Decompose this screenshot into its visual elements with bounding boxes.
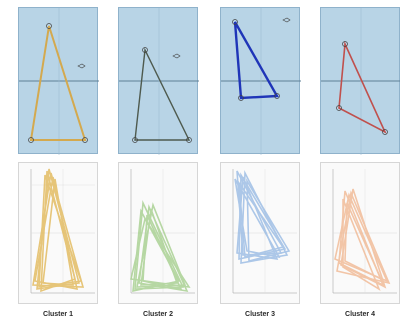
cluster-3-samples-panel	[220, 162, 300, 304]
cluster-3-prototype-svg	[221, 8, 301, 155]
cluster-3-samples-svg	[232, 169, 297, 294]
cluster-1-samples-panel	[18, 162, 98, 304]
cluster-3-prototype-panel	[220, 7, 301, 155]
cluster-1-prototype-panel	[18, 7, 99, 155]
cluster-2-label: Cluster 2	[143, 311, 173, 318]
cluster-4-samples-svg	[332, 169, 397, 294]
cluster-1-samples-svg	[30, 168, 95, 294]
cluster-4-triangle	[338, 40, 387, 134]
cluster-2-samples-panel	[118, 162, 198, 304]
cluster-3-label: Cluster 3	[245, 311, 275, 318]
cluster-3-triangle	[233, 21, 279, 100]
cluster-1-triangle	[29, 25, 87, 141]
cluster-4-prototype-svg	[321, 8, 400, 155]
cluster-2-samples-svg	[130, 169, 195, 294]
cluster-4-samples-panel	[320, 162, 400, 304]
cluster-4-prototype-panel	[320, 7, 400, 155]
cluster-1-label: Cluster 1	[43, 311, 73, 318]
cluster-2-prototype-svg	[119, 8, 199, 155]
cluster-1-prototype-svg	[19, 8, 99, 155]
cluster-2-triangle	[134, 47, 191, 141]
cluster-2-prototype-panel	[118, 7, 199, 155]
cluster-4-label: Cluster 4	[345, 311, 375, 318]
